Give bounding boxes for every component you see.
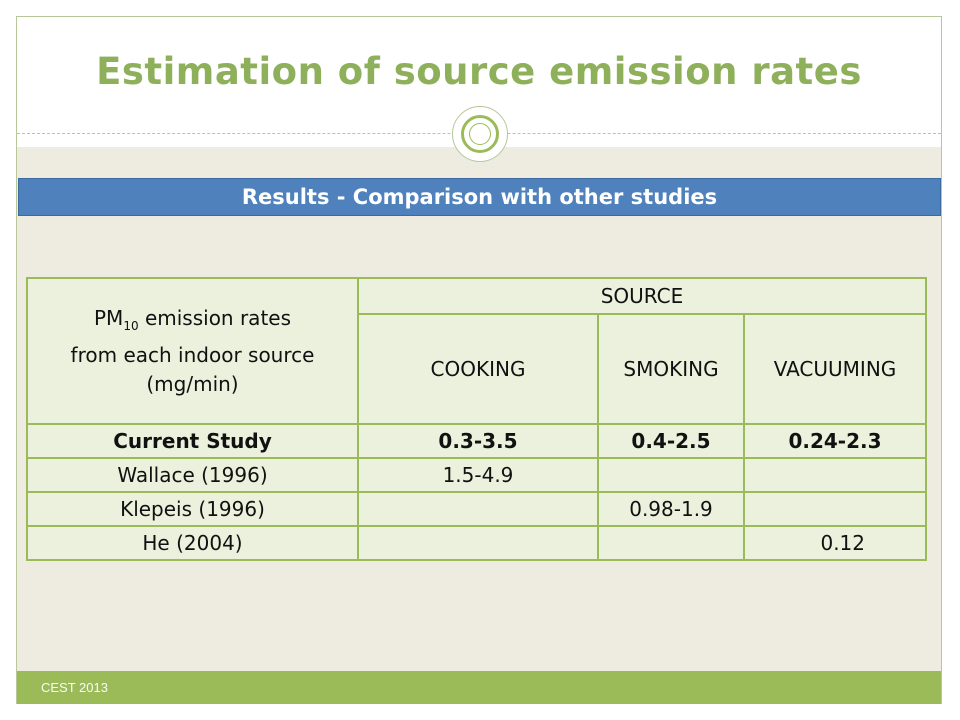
study-name: Klepeis (1996) bbox=[26, 491, 359, 527]
table-header-description: PM10 emission rates from each indoor sou… bbox=[26, 277, 359, 425]
footer-bar: CEST 2013 bbox=[17, 671, 941, 704]
cooking-value: 1.5-4.9 bbox=[357, 457, 599, 493]
table-row: Current Study 0.3-3.5 0.4-2.5 0.24-2.3 bbox=[26, 423, 927, 459]
table-row: He (2004) 0.12 bbox=[26, 525, 927, 561]
table-row: Wallace (1996) 1.5-4.9 bbox=[26, 457, 927, 493]
header-line3: (mg/min) bbox=[146, 371, 239, 396]
cooking-value bbox=[357, 525, 599, 561]
smoking-value bbox=[597, 457, 745, 493]
vacuuming-value: 0.12 bbox=[743, 525, 927, 561]
smoking-value: 0.4-2.5 bbox=[597, 423, 745, 459]
table-header-row: PM10 emission rates from each indoor sou… bbox=[26, 277, 927, 425]
study-name: Current Study bbox=[26, 423, 359, 459]
footer-label: CEST 2013 bbox=[41, 680, 108, 695]
table-row: Klepeis (1996) 0.98-1.9 bbox=[26, 491, 927, 527]
cooking-value bbox=[357, 491, 599, 527]
cooking-value: 0.3-3.5 bbox=[357, 423, 599, 459]
pm-subscript: 10 bbox=[123, 318, 139, 333]
study-name: Wallace (1996) bbox=[26, 457, 359, 493]
vacuuming-value bbox=[743, 491, 927, 527]
source-header: SOURCE bbox=[357, 277, 927, 315]
smoking-value: 0.98-1.9 bbox=[597, 491, 745, 527]
vacuuming-value: 0.24-2.3 bbox=[743, 423, 927, 459]
header-line1-rest: emission rates bbox=[138, 305, 292, 330]
smoking-value bbox=[597, 525, 745, 561]
table-subheader-row: COOKING SMOKING VACUUMING bbox=[27, 313, 927, 425]
slide-title: Estimation of source emission rates bbox=[96, 50, 862, 93]
circle-ornament-icon bbox=[452, 106, 508, 162]
circle-core bbox=[469, 123, 491, 145]
header-line2: from each indoor source bbox=[70, 342, 315, 367]
circle-ring bbox=[461, 115, 499, 153]
section-banner: Results - Comparison with other studies bbox=[18, 178, 941, 216]
column-header-vacuuming: VACUUMING bbox=[743, 313, 927, 425]
study-name: He (2004) bbox=[26, 525, 359, 561]
vacuuming-value bbox=[743, 457, 927, 493]
column-header-cooking: COOKING bbox=[357, 313, 599, 425]
emission-rates-table: PM10 emission rates from each indoor sou… bbox=[26, 277, 927, 561]
pm-label: PM bbox=[93, 305, 124, 330]
column-header-smoking: SMOKING bbox=[597, 313, 745, 425]
